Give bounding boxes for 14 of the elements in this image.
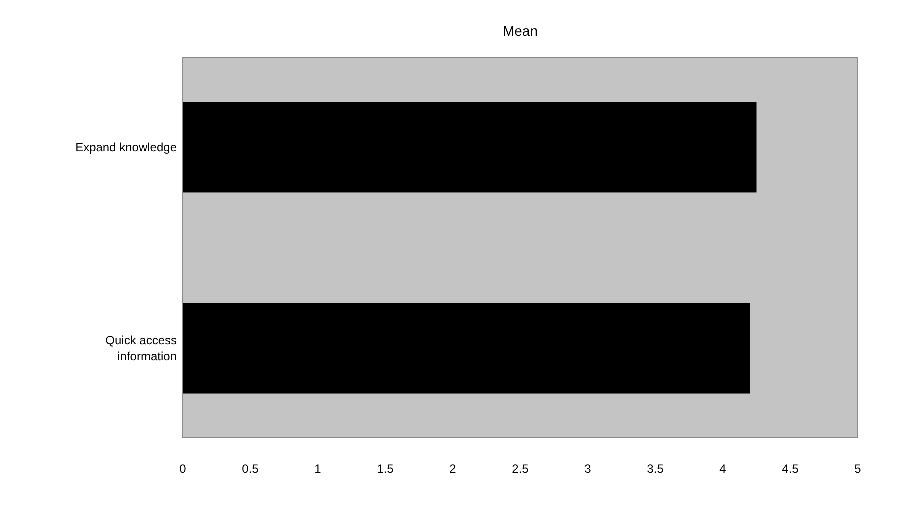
y-tick-label: Quick access information [106,334,177,364]
x-tick-label: 2.5 [512,462,530,476]
x-tick-label: 3.5 [647,462,664,476]
x-tick-label: 1 [314,462,322,476]
x-tick-label: 3 [584,462,592,476]
x-tick-label: 4.5 [782,462,800,476]
x-tick-label: 2 [450,462,457,476]
y-tick-label: Expand knowledge [76,140,178,154]
x-tick-label: 0 [180,462,187,476]
x-tick-label: 0.5 [242,462,260,476]
x-tick-label: 5 [854,462,862,476]
x-tick-label: 4 [720,462,727,476]
chart-title: Mean [502,23,538,39]
x-tick-label: 1.5 [377,462,394,476]
